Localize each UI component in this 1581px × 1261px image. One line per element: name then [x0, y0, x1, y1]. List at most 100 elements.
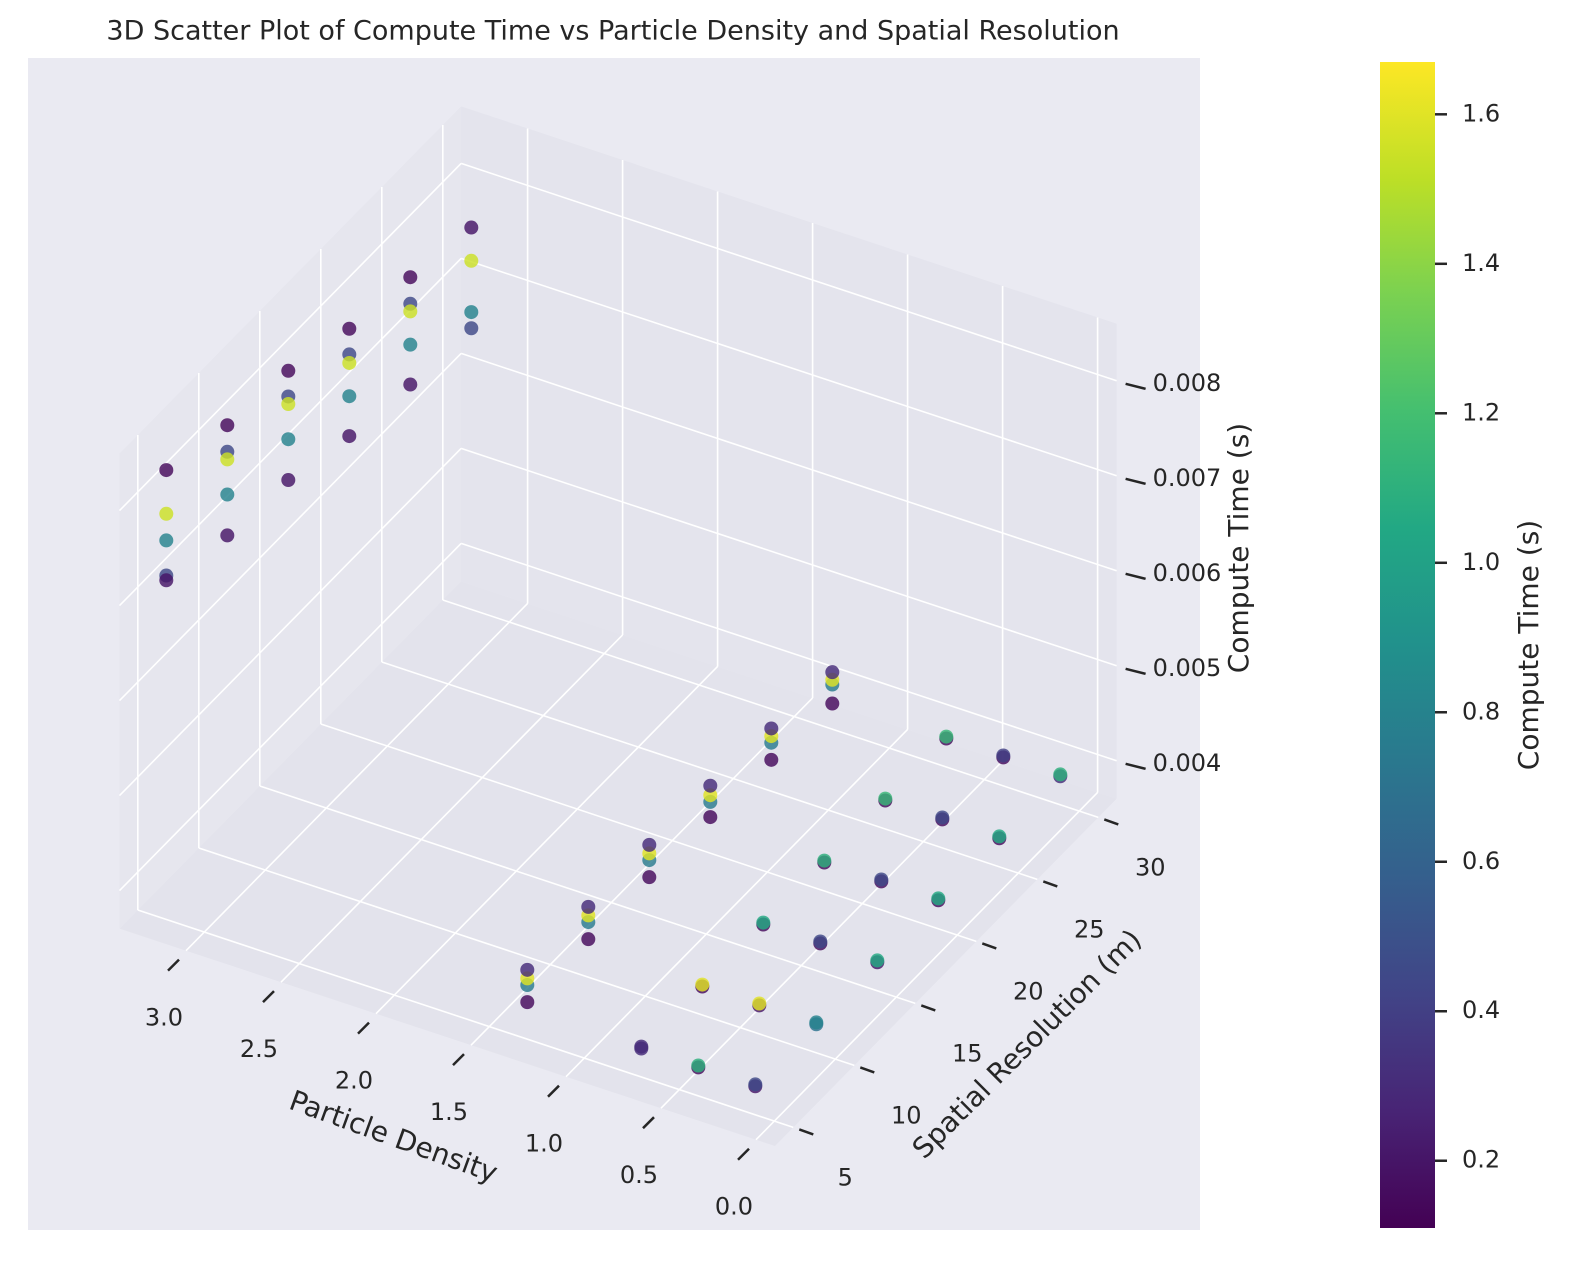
data-point [464, 220, 479, 235]
data-point [520, 962, 535, 977]
data-point [159, 506, 174, 521]
z-tick-label: 0.007 [1153, 464, 1222, 492]
data-point [403, 377, 418, 392]
grid-line [442, 599, 1099, 819]
grid-line [460, 257, 1117, 477]
grid-line [460, 352, 1117, 572]
data-point [220, 452, 235, 467]
grid-line [259, 785, 916, 1005]
z-axis-label: Compute Time (s) [1222, 423, 1255, 673]
grid-line [118, 257, 462, 607]
data-point [825, 665, 840, 680]
data-point [581, 932, 596, 947]
colorbar-label: Compute Time (s) [1512, 520, 1545, 770]
colorbar-tick-label: 0.8 [1462, 697, 1500, 725]
grid-line [755, 791, 1099, 1141]
tick-mark [1125, 477, 1146, 486]
tick-mark [1125, 382, 1146, 391]
grid-line [198, 847, 855, 1067]
data-point [703, 810, 718, 825]
data-point [931, 891, 946, 906]
grid-line [118, 542, 462, 892]
data-point [825, 696, 840, 711]
tick-mark [167, 958, 180, 972]
y-tick-label: 30 [1135, 853, 1166, 881]
colorbar-tick-label: 0.2 [1462, 1146, 1500, 1174]
data-point [935, 810, 950, 825]
y-tick-label: 25 [1074, 915, 1105, 943]
z-tick-label: 0.006 [1153, 559, 1222, 587]
data-point [464, 253, 479, 268]
colorbar-tick-label: 0.4 [1462, 996, 1500, 1024]
y-tick-label: 5 [838, 1163, 853, 1191]
tick-mark [737, 1147, 750, 1161]
grid-line [375, 665, 719, 1015]
data-point [642, 837, 657, 852]
grid-line [460, 542, 1117, 762]
floor-pane [119, 581, 1117, 1146]
grid-line [381, 661, 1038, 881]
data-point [520, 995, 535, 1010]
tick-mark [357, 1021, 370, 1035]
data-point [464, 321, 479, 336]
x-tick-label: 0.0 [715, 1193, 753, 1221]
data-point [703, 778, 718, 793]
data-point [939, 729, 954, 744]
data-point [748, 1077, 763, 1092]
tick-mark [1125, 762, 1146, 771]
z-tick-label: 0.004 [1153, 749, 1222, 777]
chart-title: 3D Scatter Plot of Compute Time vs Parti… [106, 16, 1119, 47]
x-tick-label: 0.5 [620, 1161, 658, 1189]
grid-line [280, 634, 624, 983]
data-point [159, 463, 174, 478]
data-point [281, 432, 296, 447]
data-point [764, 721, 779, 736]
tick-mark [798, 1128, 814, 1136]
y-tick-label: 10 [891, 1101, 922, 1129]
colorbar-tick-label: 1.6 [1462, 99, 1500, 127]
tick-mark [859, 1066, 875, 1074]
data-point [281, 363, 296, 378]
data-point [813, 934, 828, 949]
data-point [342, 429, 357, 444]
data-point [464, 305, 479, 320]
y-tick-label: 20 [1013, 977, 1044, 1005]
tick-mark [1042, 880, 1058, 888]
colorbar-tick-label: 1.2 [1462, 398, 1500, 426]
grid-line [137, 909, 794, 1129]
points [159, 220, 1068, 1094]
data-point [756, 915, 771, 930]
data-point [281, 473, 296, 488]
x-tick-label: 2.5 [240, 1035, 278, 1063]
tick-mark [642, 1116, 655, 1130]
data-point [342, 389, 357, 404]
data-point [342, 355, 357, 370]
data-point [642, 870, 657, 885]
tick-mark [262, 990, 275, 1004]
grid-line [460, 162, 1117, 382]
tick-mark [981, 942, 997, 950]
grid-line [460, 447, 1117, 667]
grid-line [118, 162, 462, 512]
x-tick-label: 3.0 [145, 1004, 183, 1032]
data-point [996, 748, 1011, 763]
panes [119, 106, 1117, 1146]
x-tick-label: 1.5 [430, 1098, 468, 1126]
data-point [634, 1039, 649, 1054]
data-point [870, 953, 885, 968]
data-point [764, 752, 779, 767]
ticks: 0.0 0.5 1.0 1.5 2.0 2.5 3.0 5 10 15 20 25 30 0.004 0.0… [145, 369, 1221, 1221]
tick-mark [1103, 818, 1119, 826]
data-point [878, 791, 893, 806]
tick-mark [1125, 572, 1146, 581]
data-point [874, 872, 889, 887]
data-point [342, 321, 357, 336]
colorbar-tick-label: 1.4 [1462, 249, 1500, 277]
data-point [809, 1015, 824, 1030]
colorbar [1380, 62, 1435, 1228]
data-point [817, 853, 832, 868]
data-point [581, 899, 596, 914]
z-tick-label: 0.005 [1153, 654, 1222, 682]
